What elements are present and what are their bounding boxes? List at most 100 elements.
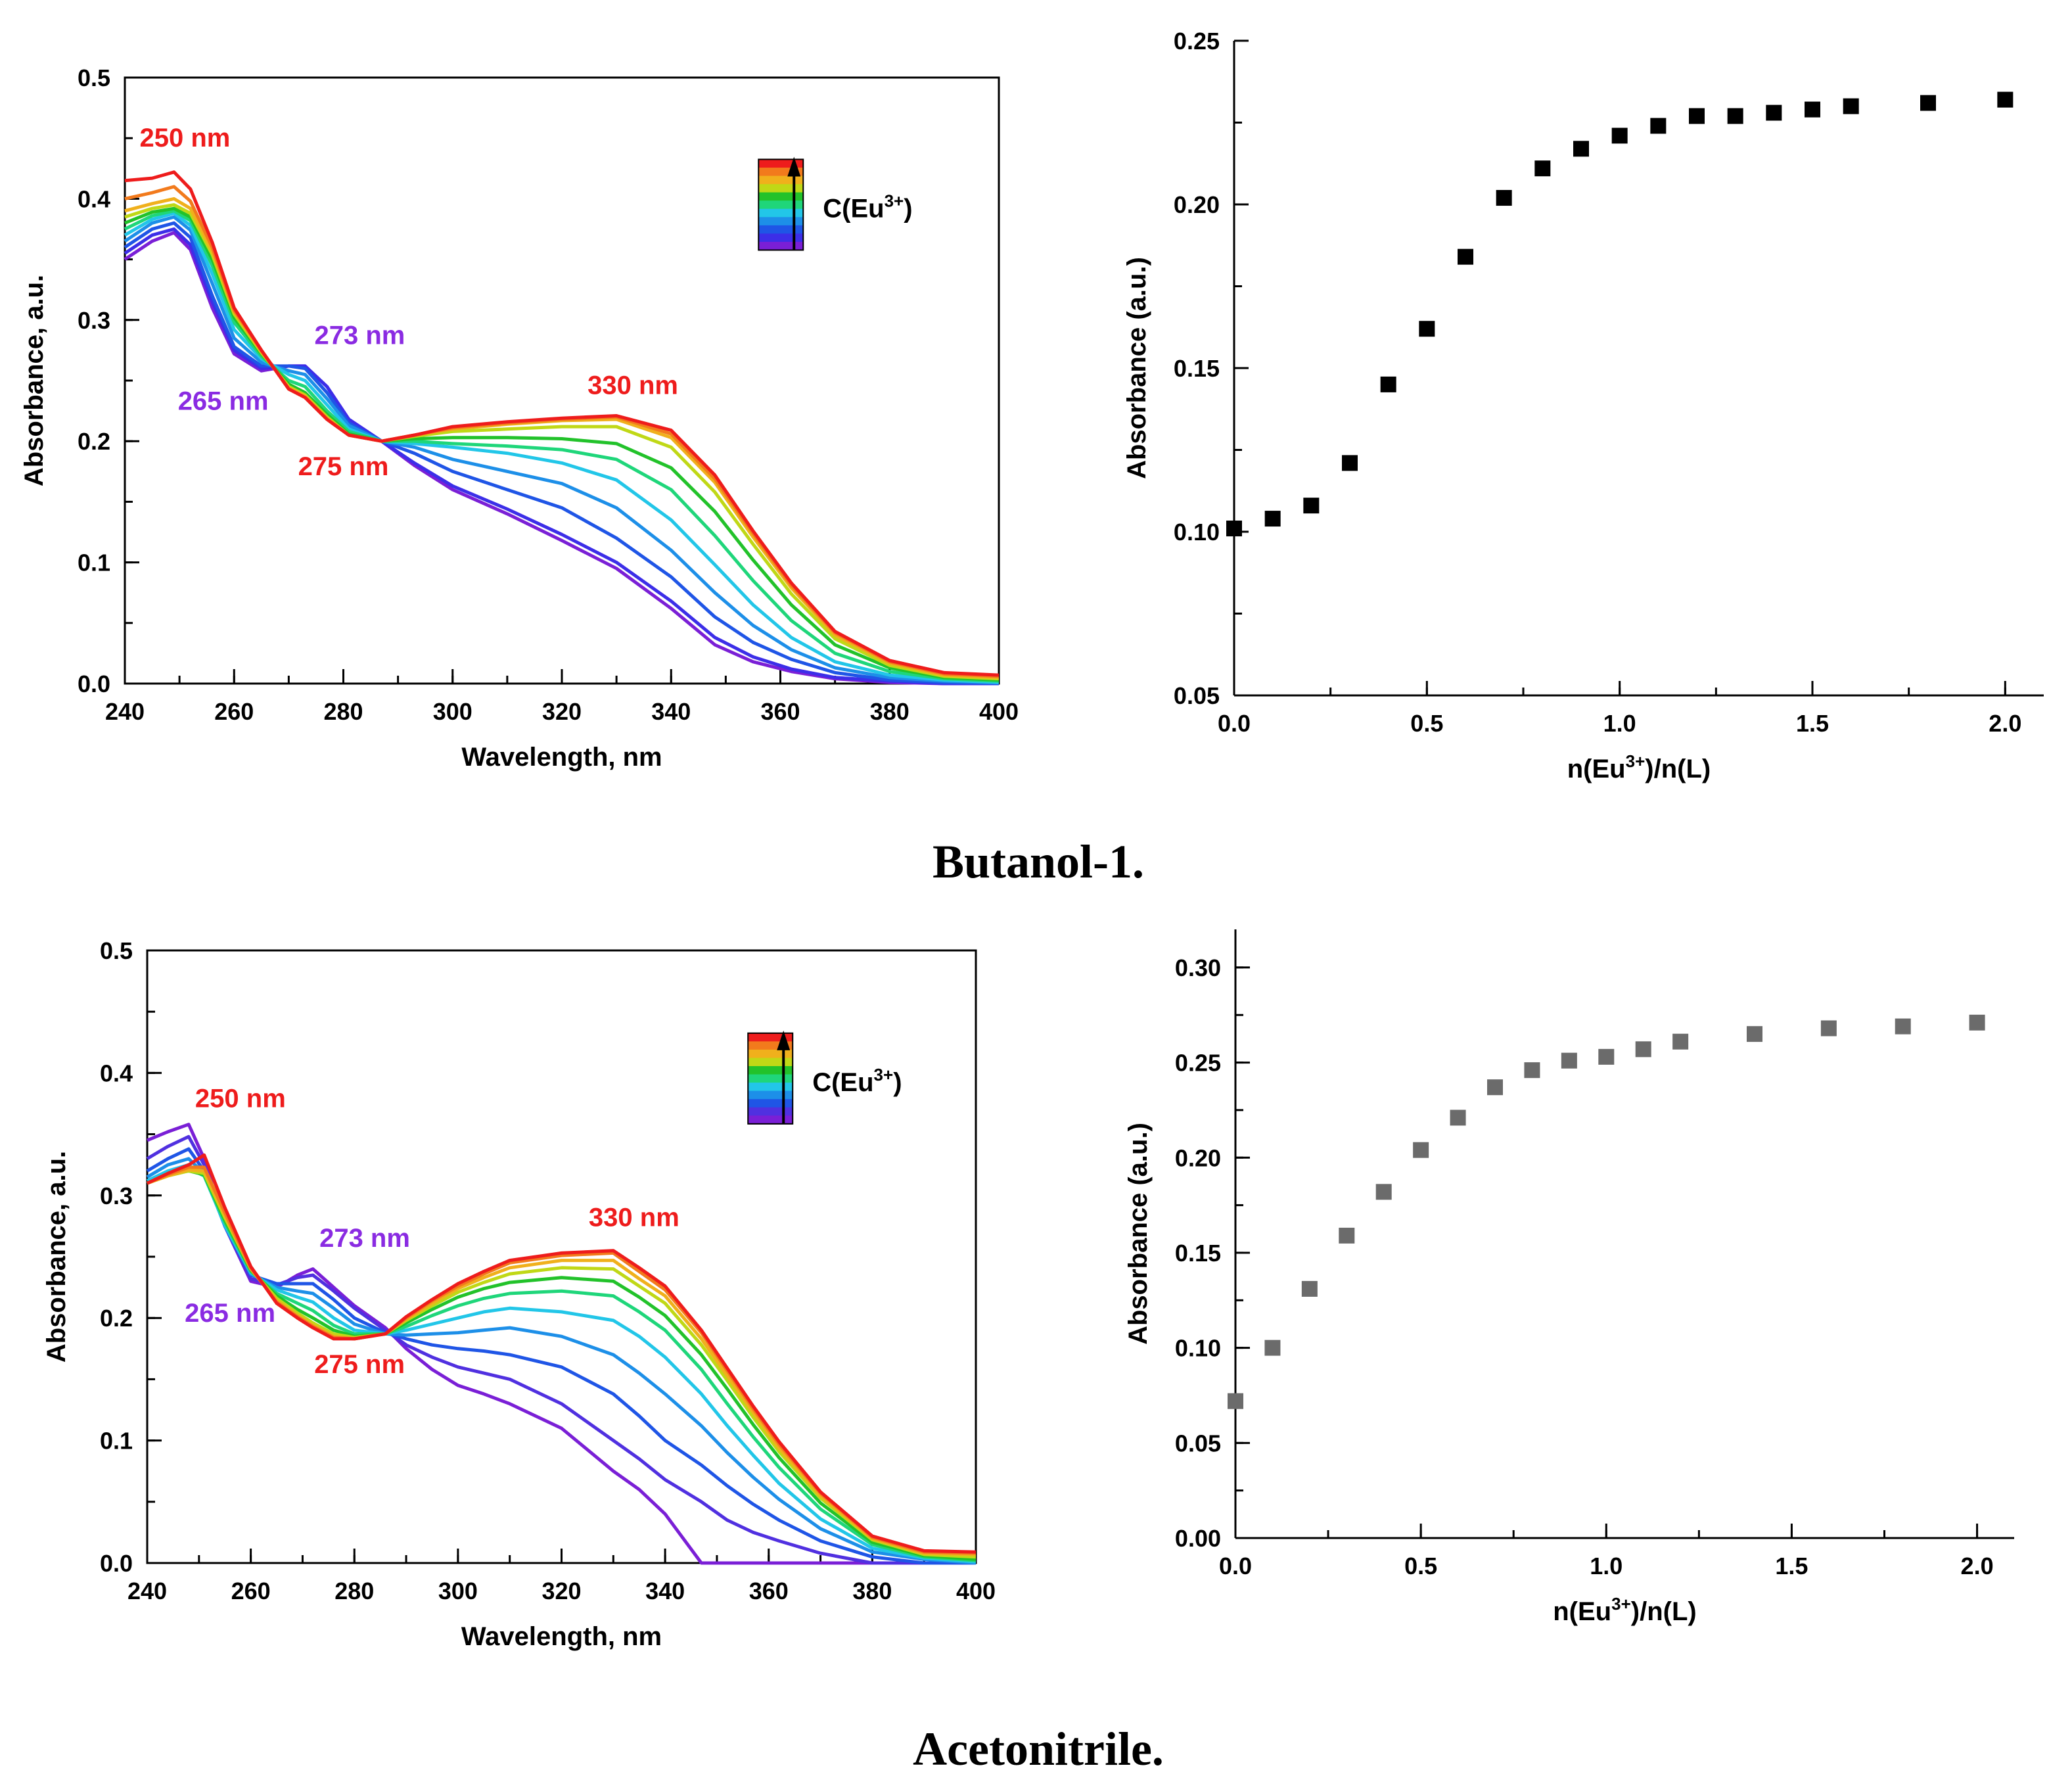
x-tick-label: 380 [870, 698, 909, 725]
data-point [1843, 98, 1859, 114]
acetonitrile-titration-chart: 0.0 0.5 1.0 1.5 2.0 0.00 0.05 0.10 0.15 0.20 0.25 0… [1124, 929, 2014, 1626]
y-tick-label: 0.25 [1174, 28, 1220, 55]
y-tick-label: 0.00 [1175, 1525, 1221, 1552]
peak-annotation: 265 nm [178, 386, 269, 415]
legend-swatch [748, 1083, 793, 1092]
y-axis-title: Absorbance (a.u.) [1124, 1123, 1153, 1345]
y-tick-label: 0.10 [1174, 519, 1220, 546]
legend-swatch [758, 200, 804, 210]
data-point [1672, 1033, 1689, 1050]
y-tick-label: 0.4 [100, 1060, 133, 1086]
legend-arrow-head [787, 156, 801, 177]
x-tick-label: 380 [852, 1577, 892, 1604]
y-tick-label: 0.15 [1175, 1240, 1221, 1267]
legend-swatch [748, 1107, 793, 1117]
x-tick-label: 340 [645, 1577, 685, 1604]
y-tick-label: 0.30 [1175, 954, 1221, 981]
peak-annotation: 275 nm [298, 452, 389, 481]
x-tick-label: 0.5 [1410, 710, 1443, 737]
caption-acetonitrile: Acetonitrile. [913, 1723, 1164, 1774]
x-tick-label: 360 [749, 1577, 789, 1604]
data-point [1380, 376, 1396, 392]
data-point [1450, 1109, 1466, 1126]
data-point [1689, 108, 1705, 124]
legend-label-sup: 3+ [874, 1065, 894, 1085]
x-tick-label: 320 [541, 1577, 581, 1604]
y-tick-label: 0.4 [78, 185, 110, 212]
data-point [1264, 1340, 1281, 1356]
x-tick-label: 400 [956, 1577, 996, 1604]
y-tick-label: 0.20 [1175, 1144, 1221, 1171]
y-tick-label: 0.25 [1175, 1050, 1221, 1077]
data-point [1375, 1184, 1392, 1200]
legend-swatch [748, 1090, 793, 1100]
data-point [1303, 498, 1320, 514]
legend-swatch [758, 225, 804, 235]
peak-annotation: 275 nm [314, 1350, 405, 1379]
y-tick-label: 0.2 [78, 428, 110, 455]
data-point [1920, 95, 1936, 111]
data-point [1727, 108, 1743, 124]
y-tick-label: 0.05 [1175, 1430, 1221, 1457]
data-point [1413, 1142, 1429, 1158]
legend-box [758, 158, 804, 251]
y-tick-label: 0.1 [100, 1428, 133, 1455]
legend-swatch [748, 1066, 793, 1075]
legend-swatch [748, 1074, 793, 1084]
x-tick-label: 340 [651, 698, 691, 725]
x-tick-label: 360 [760, 698, 800, 725]
y-axis-title: Absorbance, a.u. [42, 1151, 71, 1363]
data-point [1339, 1227, 1355, 1244]
x-tick-label: 300 [438, 1577, 478, 1604]
data-point [1611, 128, 1628, 144]
x-tick-label: 320 [542, 698, 582, 725]
data-point [1635, 1041, 1651, 1058]
x-axis-title: Wavelength, nm [461, 743, 662, 772]
series-line-c11 [146, 1153, 977, 1554]
data-point [1650, 118, 1667, 134]
y-axis-title: Absorbance, a.u. [20, 275, 49, 486]
y-tick-label: 0.1 [78, 549, 110, 576]
data-point [1534, 160, 1551, 177]
peak-annotation: 330 nm [587, 371, 678, 400]
legend-box [747, 1032, 794, 1125]
x-axis-title: n(Eu3+)/n(L) [1553, 1594, 1696, 1626]
legend-swatch [748, 1058, 793, 1067]
y-tick-label: 0.2 [100, 1305, 133, 1332]
x-tick-label: 260 [231, 1577, 271, 1604]
data-point [1820, 1020, 1837, 1037]
data-point [1524, 1062, 1540, 1079]
x-tick-label: 240 [105, 698, 145, 725]
x-tick-label: 0.0 [1218, 710, 1251, 737]
x-tick-label: 240 [127, 1577, 167, 1604]
x-tick-label: 1.5 [1796, 710, 1829, 737]
legend-label-sup: 3+ [885, 191, 904, 210]
x-axis-title-sup: 3+ [1611, 1594, 1631, 1614]
data-point [1264, 511, 1281, 527]
legend-swatch [758, 184, 804, 193]
peak-annotation: 250 nm [195, 1085, 286, 1113]
series-line-c1 [124, 231, 999, 686]
x-axis-title-sup: 3+ [1626, 751, 1646, 771]
peak-annotation: 273 nm [315, 321, 405, 350]
series-line-c11 [124, 170, 1000, 677]
data-point [1805, 101, 1820, 118]
peak-annotation: 265 nm [185, 1299, 275, 1328]
y-axis-title: Absorbance (a.u.) [1122, 257, 1151, 479]
x-tick-label: 1.0 [1603, 710, 1636, 737]
data-point [1226, 521, 1242, 537]
x-tick-label: 0.5 [1404, 1552, 1437, 1579]
butanol-titration-chart: 0.0 0.5 1.0 1.5 2.00.050.100.150.200.25n(Eu3… [1122, 28, 2044, 783]
x-axis-title: Wavelength, nm [461, 1622, 662, 1651]
series-line-c4 [124, 215, 1000, 684]
y-tick-label: 0.5 [100, 937, 133, 964]
y-tick-label: 0.3 [100, 1182, 133, 1209]
x-tick-label: 280 [323, 698, 363, 725]
series-line-c2 [124, 227, 999, 686]
data-point [1496, 190, 1512, 206]
data-point [1969, 1014, 1985, 1031]
y-tick-label: 0.10 [1175, 1335, 1221, 1362]
legend-swatch [748, 1099, 793, 1108]
data-point [1747, 1026, 1762, 1042]
